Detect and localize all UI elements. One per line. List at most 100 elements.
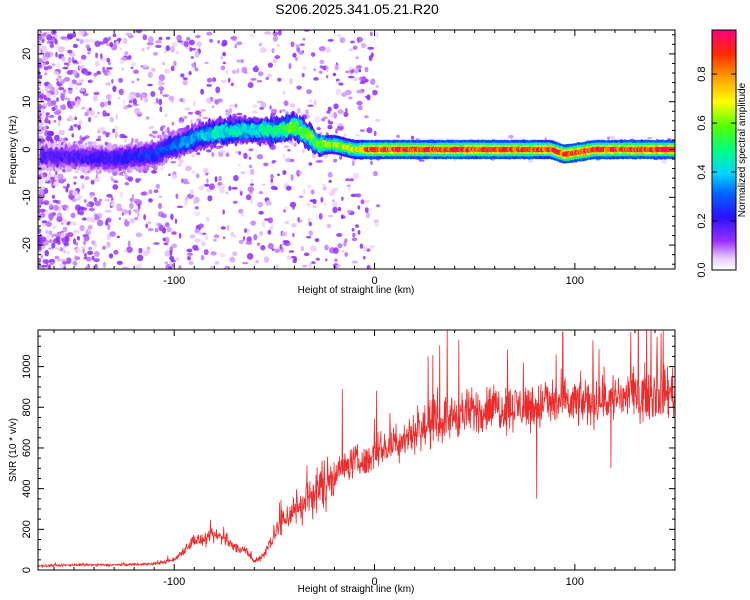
spectrogram-noise-mark xyxy=(185,165,192,172)
spectrogram-noise-mark xyxy=(125,32,132,36)
spectrogram-noise-mark xyxy=(164,222,170,228)
spectrogram-x-tick-label: -100 xyxy=(163,275,185,287)
spectrogram-noise-mark xyxy=(38,45,41,52)
spectrogram-noise-mark xyxy=(289,78,293,85)
spectrogram-noise-mark xyxy=(250,220,257,226)
spectrogram-noise-mark xyxy=(88,116,92,123)
spectrogram-noise-mark xyxy=(126,104,133,108)
spectrogram-noise-mark xyxy=(302,264,308,268)
spectrogram-noise-mark xyxy=(264,31,271,35)
spectrogram-noise-mark xyxy=(200,109,206,112)
spectrogram-noise-mark xyxy=(220,56,223,60)
spectrogram-noise-mark xyxy=(93,197,98,202)
spectrogram-halo-mark xyxy=(160,126,164,132)
spectrogram-noise-mark xyxy=(352,45,358,50)
spectrogram-noise-mark xyxy=(104,100,108,107)
spectrogram-noise-mark xyxy=(362,245,368,252)
spectrogram-noise-mark xyxy=(194,67,199,72)
spectrogram-noise-mark xyxy=(222,51,227,57)
spectrogram-noise-mark xyxy=(40,45,48,51)
spectrogram-noise-mark xyxy=(164,68,171,75)
spectrogram-noise-mark xyxy=(79,38,84,45)
spectrogram-noise-mark xyxy=(83,38,90,43)
spectrogram-noise-mark xyxy=(375,118,381,122)
spectrogram-noise-mark xyxy=(162,94,170,97)
spectrogram-noise-mark xyxy=(73,181,77,185)
spectrogram-noise-mark xyxy=(98,127,105,133)
spectrogram-noise-mark xyxy=(194,238,202,243)
spectrogram-noise-mark xyxy=(213,234,220,239)
spectrogram-noise-mark xyxy=(168,266,172,269)
spectrogram-noise-mark xyxy=(62,226,68,233)
spectrogram-noise-mark xyxy=(345,108,348,113)
spectrogram-noise-mark xyxy=(249,199,254,204)
spectrogram-noise-mark xyxy=(357,205,361,210)
spectrogram-noise-mark xyxy=(270,178,274,183)
spectrogram-noise-mark xyxy=(261,183,267,186)
spectrogram-noise-mark xyxy=(245,194,252,201)
spectrogram-noise-mark xyxy=(288,63,292,70)
spectrogram-noise-mark xyxy=(238,239,244,245)
spectrogram-halo-mark xyxy=(219,150,226,153)
spectrogram-noise-mark xyxy=(115,113,118,120)
spectrogram-noise-mark xyxy=(373,219,380,223)
spectrogram-noise-mark xyxy=(229,256,236,263)
spectrogram-noise-mark xyxy=(325,65,329,72)
spectrogram-noise-mark xyxy=(188,260,194,265)
spectrogram-noise-mark xyxy=(319,59,325,65)
spectrogram-noise-mark xyxy=(351,260,358,264)
spectrogram-noise-mark xyxy=(228,104,235,108)
spectrogram-noise-mark xyxy=(327,124,333,130)
spectrogram-noise-mark xyxy=(63,242,69,247)
spectrogram-noise-mark xyxy=(320,196,324,203)
spectrogram-noise-mark xyxy=(270,222,274,229)
spectrogram-noise-mark xyxy=(87,224,93,230)
spectrogram-noise-mark xyxy=(148,189,153,195)
spectrogram-noise-mark xyxy=(348,96,353,100)
spectrogram-noise-mark xyxy=(93,114,99,119)
spectrogram-noise-mark xyxy=(159,88,163,95)
spectrogram-noise-mark xyxy=(334,258,338,263)
spectrogram-noise-mark xyxy=(267,243,274,250)
snr-frame xyxy=(37,329,676,571)
spectrogram-noise-mark xyxy=(310,245,317,253)
spectrogram-noise-mark xyxy=(61,56,66,62)
spectrogram-noise-mark xyxy=(187,256,191,261)
spectrogram-noise-mark xyxy=(103,37,109,44)
spectrogram-noise-mark xyxy=(307,104,314,107)
spectrogram-noise-mark xyxy=(135,232,143,238)
spectrogram-noise-mark xyxy=(93,242,98,248)
spectrogram-noise-mark xyxy=(83,92,89,97)
spectrogram-noise-mark xyxy=(109,205,113,209)
spectrogram-noise-mark xyxy=(63,62,69,65)
spectrogram-noise-mark xyxy=(126,246,133,253)
spectrogram-noise-mark xyxy=(38,79,42,87)
spectrogram-noise-mark xyxy=(306,89,312,95)
spectrogram-noise-mark xyxy=(57,115,62,121)
spectrogram-noise-mark xyxy=(368,55,373,62)
colorbar-tick-label: 0.0 xyxy=(696,262,708,277)
spectrogram-noise-mark xyxy=(245,241,253,245)
spectrogram-noise-mark xyxy=(79,209,84,216)
spectrogram-noise-mark xyxy=(242,261,249,265)
spectrogram-noise-mark xyxy=(47,83,52,89)
spectrogram-noise-mark xyxy=(283,206,288,210)
spectrogram-noise-mark xyxy=(206,149,212,153)
spectrogram-ridge-mark xyxy=(103,157,109,165)
spectrogram-noise-mark xyxy=(136,78,140,81)
spectrogram-noise-mark xyxy=(328,112,335,118)
spectrogram-noise-mark xyxy=(119,191,124,199)
spectrogram-noise-mark xyxy=(152,102,160,105)
spectrogram-noise-mark xyxy=(135,30,143,34)
spectrogram-x-axis-label: Height of straight line (km) xyxy=(298,285,415,296)
spectrogram-noise-mark xyxy=(128,209,132,216)
spectrogram-noise-mark xyxy=(171,231,177,235)
spectrogram-noise-mark xyxy=(248,164,253,169)
spectrogram-noise-mark xyxy=(292,205,295,210)
spectrogram-halo-mark xyxy=(607,136,610,140)
spectrogram-noise-mark xyxy=(43,32,47,36)
snr-y-tick-label: 200 xyxy=(21,520,33,538)
spectrogram-noise-mark xyxy=(308,262,313,268)
spectrogram-halo-mark xyxy=(118,172,124,176)
spectrogram-noise-mark xyxy=(102,66,105,73)
